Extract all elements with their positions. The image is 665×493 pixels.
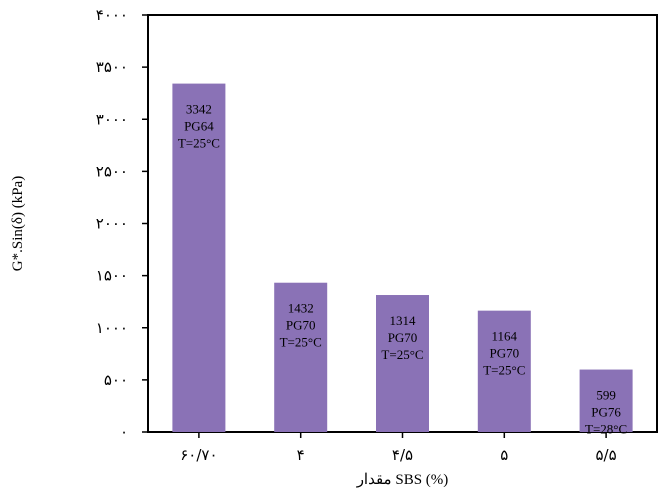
bar-data-label: 1432: [288, 301, 314, 316]
bar-data-label: 599: [596, 388, 616, 403]
bar-data-label: T=28°C: [585, 422, 627, 437]
x-tick-label: ۵: [500, 446, 508, 464]
bar-data-label: T=25°C: [381, 347, 423, 362]
bar-data-label: 1314: [390, 313, 417, 328]
bar-data-label: T=25°C: [178, 136, 220, 151]
bar-data-label: PG76: [591, 405, 621, 420]
plot-area: ۰ ۵۰۰ ۱۰۰۰ ۱۵۰۰ ۲۰۰۰ ۲۵۰۰ ۳۰۰۰ ۳۵۰۰ ۴۰۰۰ ۶۰/۷۰ 334…: [96, 6, 658, 464]
bar-data-label: PG64: [184, 119, 214, 134]
y-tick-label: ۵۰۰: [104, 371, 128, 389]
bar: [172, 83, 226, 432]
bar: [477, 310, 531, 432]
x-tick-label: ۵/۵: [596, 446, 617, 464]
y-tick-label: ۴۰۰۰: [96, 6, 128, 24]
y-tick-label: ۰: [120, 423, 128, 441]
bar-data-label: PG70: [388, 330, 418, 345]
bar: [376, 295, 429, 432]
bar-data-label: PG70: [286, 318, 316, 333]
bar: [274, 282, 328, 432]
x-axis-title: مقدار SBS (%): [356, 472, 449, 488]
y-axis-title: G*.Sin(δ) (kPa): [10, 176, 26, 271]
y-tick-label: ۲۵۰۰: [96, 162, 128, 180]
y-tick-label: ۱۰۰۰: [96, 319, 128, 337]
x-tick-label: ۴: [297, 446, 305, 464]
bar: [579, 369, 633, 432]
bar-data-label: T=25°C: [483, 363, 525, 378]
y-tick-label: ۲۰۰۰: [96, 215, 128, 233]
bar-data-label: 1164: [492, 329, 518, 344]
x-tick-label: ۴/۵: [392, 446, 413, 464]
bar-data-label: 3342: [186, 102, 212, 117]
x-tick-label: ۶۰/۷۰: [180, 446, 217, 464]
y-tick-label: ۳۰۰۰: [96, 110, 128, 128]
y-tick-label: ۳۵۰۰: [96, 58, 128, 76]
bar-data-label: PG70: [489, 346, 519, 361]
y-tick-label: ۱۵۰۰: [96, 267, 128, 285]
bar-data-label: T=25°C: [280, 335, 322, 350]
